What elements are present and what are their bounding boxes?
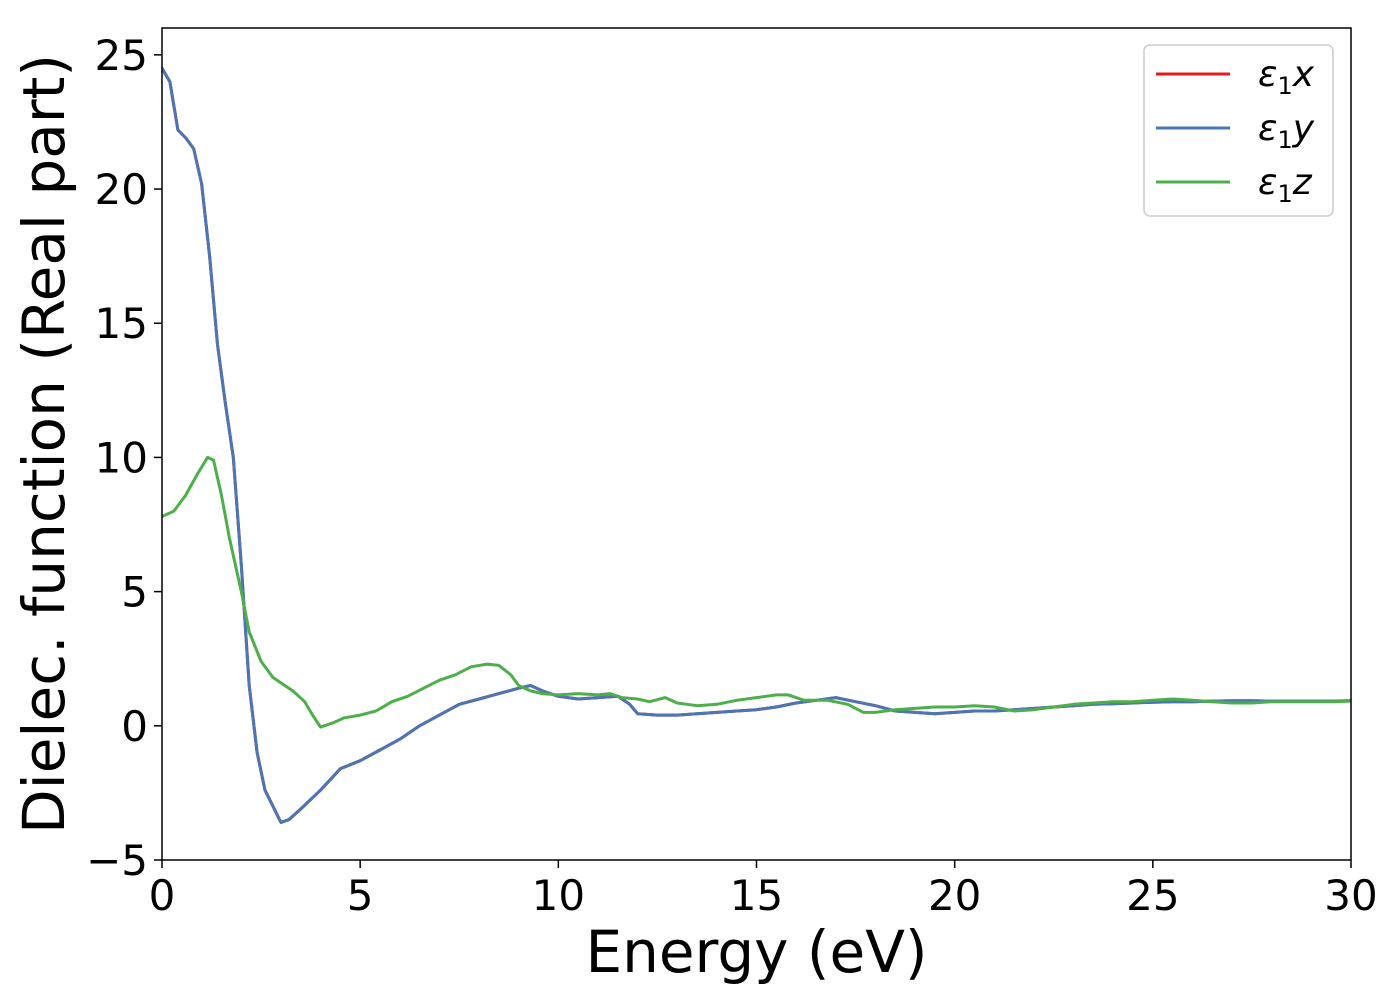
y-axis-label: Dielec. function (Real part) <box>10 54 78 834</box>
legend-box <box>1143 44 1334 217</box>
x-tick-label: 5 <box>347 871 374 920</box>
x-tick-label: 30 <box>1324 871 1377 920</box>
x-tick-label: 20 <box>928 871 981 920</box>
x-tick-label: 10 <box>532 871 585 920</box>
plot-lines <box>162 66 1351 824</box>
x-tick-label: 25 <box>1126 871 1179 920</box>
series-line-z <box>162 455 1351 729</box>
x-tick-label: 0 <box>149 871 176 920</box>
y-tick-label: 25 <box>95 31 148 80</box>
y-tick-label: 0 <box>121 702 148 751</box>
y-tick-label: 20 <box>95 165 148 214</box>
legend-entry-z: ε1z <box>1156 162 1313 208</box>
x-tick-label: 15 <box>730 871 783 920</box>
legend-label: ε1z <box>1258 162 1313 208</box>
legend: ε1x ε1y ε1z <box>1143 44 1334 217</box>
legend-label: ε1x <box>1258 54 1315 100</box>
y-tick-label: 5 <box>121 568 148 617</box>
y-tick-label: 15 <box>95 299 148 348</box>
y-axis-ticks: −5 0 5 10 15 20 25 <box>86 31 162 885</box>
legend-label: ε1y <box>1258 108 1315 154</box>
x-axis-ticks: 0 5 10 15 20 25 30 <box>149 860 1378 920</box>
legend-entry-y: ε1y <box>1156 108 1315 154</box>
series-line-y <box>162 66 1351 824</box>
legend-entry-x: ε1x <box>1156 54 1315 100</box>
y-tick-label: 10 <box>95 433 148 482</box>
x-axis-label: Energy (eV) <box>585 918 927 986</box>
y-tick-label: −5 <box>86 836 148 885</box>
